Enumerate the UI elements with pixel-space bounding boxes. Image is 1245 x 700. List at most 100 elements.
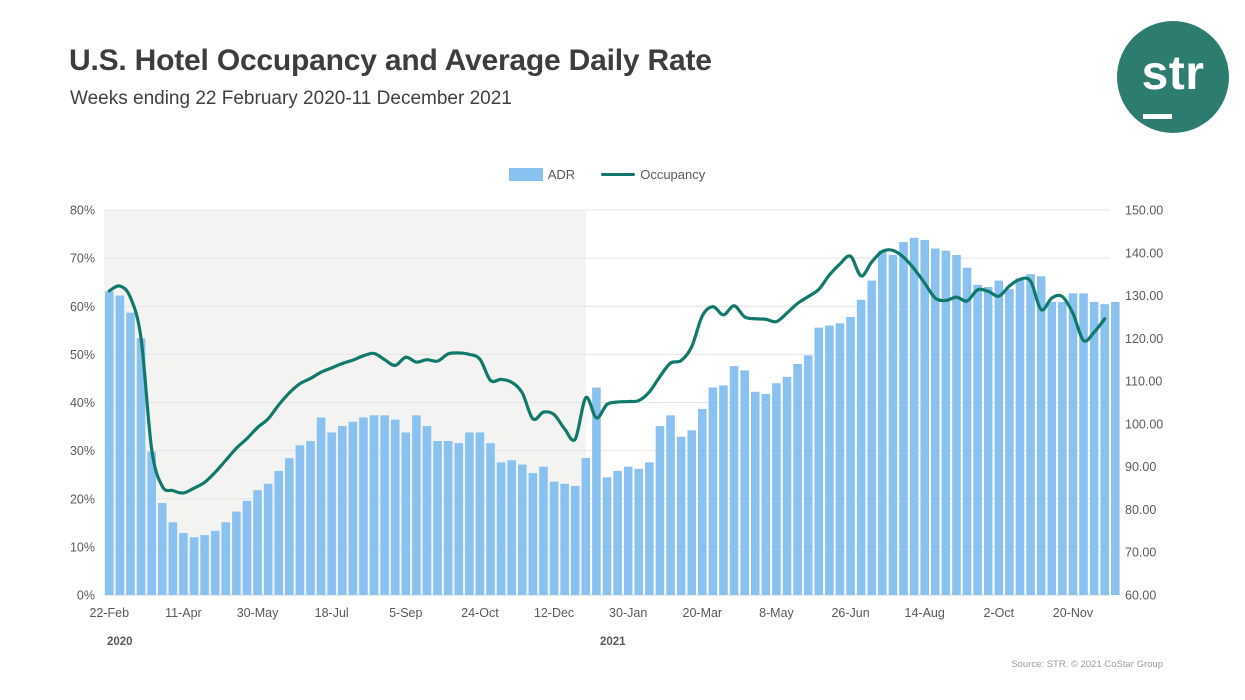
adr-bar (274, 470, 284, 595)
adr-bar (761, 393, 771, 595)
right-axis-tick-label: 140.00 (1125, 246, 1163, 260)
adr-bar (782, 376, 792, 595)
x-axis-tick-label: 12-Dec (534, 606, 574, 620)
x-axis-tick-label: 24-Oct (461, 606, 499, 620)
adr-bar (232, 511, 241, 595)
left-axis-tick-label: 40% (70, 396, 95, 410)
adr-bar (750, 391, 760, 595)
occupancy-line (107, 248, 1107, 495)
right-axis-tick-label: 120.00 (1125, 332, 1163, 346)
adr-bar (1079, 293, 1088, 595)
x-axis-tick-label: 11-Apr (165, 606, 202, 620)
adr-bar (433, 441, 442, 595)
adr-bar (179, 532, 188, 595)
adr-bar (962, 267, 972, 595)
chart-legend: ADR Occupancy (104, 167, 1110, 182)
adr-bar (263, 483, 273, 595)
adr-bar (666, 415, 675, 595)
adr-bar (846, 316, 855, 595)
adr-bar (327, 432, 336, 595)
adr-bar (623, 466, 633, 595)
right-axis-tick-label: 90.00 (1125, 460, 1156, 474)
source-attribution: Source: STR. © 2021 CoStar Group (1011, 659, 1163, 670)
legend-item-adr: ADR (508, 167, 576, 182)
adr-bar (708, 387, 718, 595)
adr-bar (465, 432, 474, 595)
adr-bar (719, 385, 728, 595)
occupancy-line-swatch-icon (601, 172, 636, 177)
adr-bar (486, 443, 495, 595)
adr-bar (1005, 289, 1014, 595)
x-axis-tick-label: 22-Feb (89, 606, 129, 620)
adr-bar (1100, 304, 1109, 595)
adr-bar (655, 426, 665, 595)
adr-bar (517, 464, 527, 595)
adr-bar (867, 280, 877, 595)
adr-bar (401, 432, 411, 595)
adr-bar (1015, 278, 1025, 595)
adr-bar (613, 470, 622, 595)
right-axis-tick-label: 80.00 (1125, 503, 1156, 517)
adr-bar (189, 537, 199, 595)
x-axis-tick-label: 30-Jan (609, 606, 647, 620)
adr-bar (1068, 293, 1078, 595)
adr-bar (539, 466, 548, 595)
x-axis-tick-label: 5-Sep (389, 606, 422, 620)
adr-bar (105, 291, 114, 595)
adr-bar (909, 237, 919, 596)
adr-bar (592, 387, 601, 595)
left-axis-tick-label: 10% (70, 540, 95, 554)
left-axis-ticks: 0% 10% 20% 30% 40% 50% 60% 70% 80% (70, 204, 95, 603)
adr-bar (645, 462, 654, 595)
adr-bar (994, 280, 1004, 595)
adr-bar (115, 295, 125, 595)
adr-bar (136, 338, 146, 595)
legend-item-occupancy: Occupancy (601, 167, 705, 182)
adr-bar (698, 408, 707, 595)
right-axis-tick-label: 60.00 (1125, 589, 1156, 603)
legend-adr-label: ADR (547, 167, 576, 182)
right-axis-tick-label: 150.00 (1125, 204, 1163, 218)
adr-bar (560, 483, 569, 595)
page-subtitle: Weeks ending 22 February 2020-11 Decembe… (70, 88, 512, 109)
adr-bar (168, 522, 178, 595)
page-title: U.S. Hotel Occupancy and Average Daily R… (69, 44, 712, 77)
adr-bar (1089, 301, 1099, 595)
left-axis-tick-label: 70% (70, 252, 95, 266)
adr-bar (528, 473, 538, 595)
left-axis-tick-label: 60% (70, 300, 95, 314)
adr-bar (443, 441, 453, 595)
adr-bar (285, 458, 294, 595)
adr-bar (899, 242, 908, 596)
x-axis-tick-label: 20-Nov (1053, 606, 1094, 620)
adr-bar (930, 248, 940, 595)
adr-bar (210, 530, 220, 595)
str-logo: str (1117, 21, 1229, 133)
adr-bar (1047, 301, 1057, 595)
adr-bar (412, 415, 421, 595)
adr-bar (422, 426, 432, 595)
adr-bar (1036, 276, 1046, 595)
adr-bar (952, 254, 961, 595)
adr-bar (1058, 301, 1067, 595)
adr-bar (676, 436, 686, 595)
adr-bar (814, 327, 824, 595)
x-axis-tick-label: 2-Oct (984, 606, 1015, 620)
adr-bar-swatch-icon (508, 168, 543, 181)
x-axis-ticks: 22-Feb 11-Apr 30-May 18-Jul 5-Sep 24-Oct 12-De… (89, 606, 1093, 620)
adr-bar (549, 481, 559, 595)
adr-bar (1026, 274, 1035, 595)
adr-bar (496, 462, 506, 595)
left-axis-tick-label: 20% (70, 492, 95, 506)
adr-bar (570, 485, 580, 595)
x-axis-year-2020: 2020 (107, 636, 133, 648)
adr-bar (316, 417, 326, 595)
left-axis-tick-label: 0% (77, 589, 95, 603)
adr-bar (772, 383, 781, 595)
adr-bar (983, 287, 993, 595)
adr-bar (729, 366, 739, 595)
x-axis-tick-label: 18-Jul (315, 606, 349, 620)
adr-bar (475, 432, 485, 595)
